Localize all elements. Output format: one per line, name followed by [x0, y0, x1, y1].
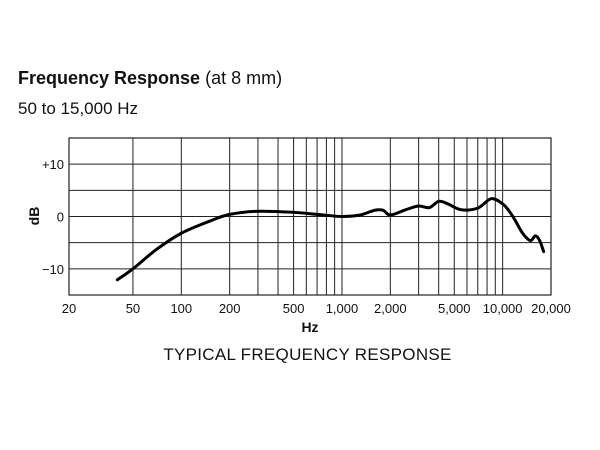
x-tick-label: 20: [62, 301, 76, 316]
x-tick-label: 500: [283, 301, 305, 316]
x-tick-label: 200: [219, 301, 241, 316]
chart-title: Frequency Response (at 8 mm): [18, 68, 283, 88]
chart-subtitle: 50 to 15,000 Hz: [18, 99, 139, 118]
x-tick-label: 2,000: [374, 301, 407, 316]
y-tick-label: +10: [42, 157, 64, 172]
chart-caption: TYPICAL FREQUENCY RESPONSE: [163, 345, 452, 364]
series-line-frequency-response: [115, 197, 546, 282]
y-tick-label: 0: [57, 210, 64, 225]
y-axis-label: dB: [26, 207, 42, 226]
x-tick-label: 1,000: [326, 301, 359, 316]
plot-frame: [68, 137, 552, 296]
x-tick-label: 20,000: [531, 301, 571, 316]
x-tick-label: 100: [170, 301, 192, 316]
x-tick-label: 5,000: [438, 301, 471, 316]
y-tick-label: −10: [42, 262, 64, 277]
x-tick-label: 10,000: [483, 301, 523, 316]
x-tick-label: 50: [126, 301, 140, 316]
x-axis-label: Hz: [301, 319, 318, 335]
